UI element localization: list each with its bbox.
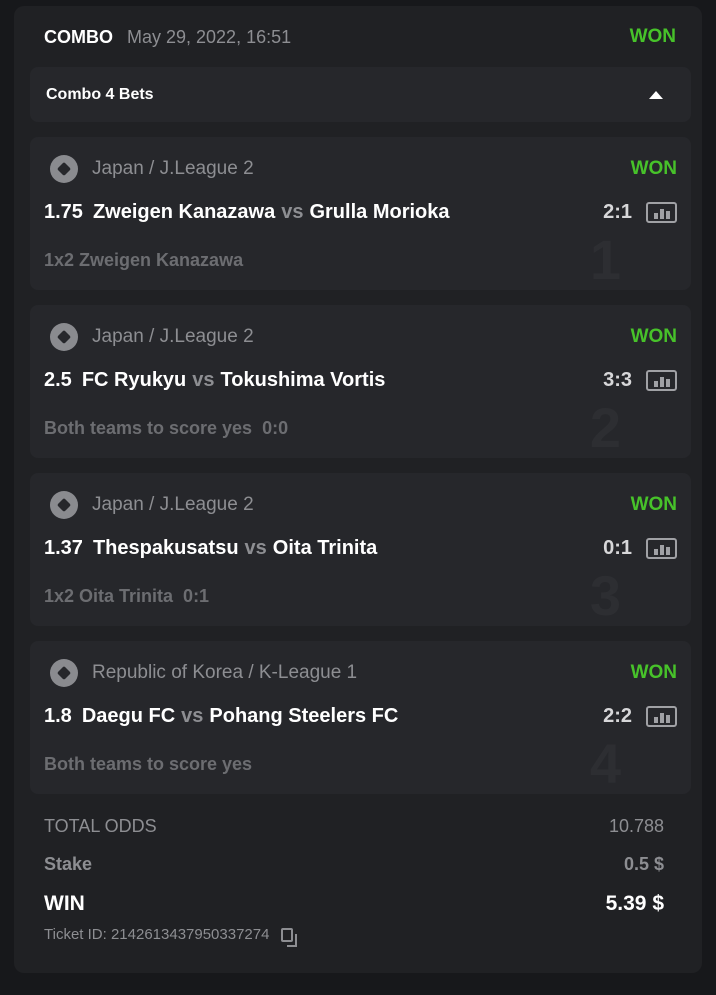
bet-odds: 1.8 <box>44 705 72 727</box>
away-team: Tokushima Vortis <box>220 369 386 391</box>
vs-label: vs <box>192 369 215 391</box>
combo-label: Combo 4 Bets <box>46 85 154 103</box>
bet-index: 1 <box>589 228 621 290</box>
league-name: Japan / J.League 2 <box>92 326 254 347</box>
win-label: WIN <box>44 892 85 915</box>
bet-item: 4 Republic of Korea / K-League 1 WON 1.8 D… <box>30 641 691 794</box>
bet-type: COMBO <box>44 26 113 47</box>
league-name: Republic of Korea / K-League 1 <box>92 662 358 683</box>
bet-index: 3 <box>589 564 621 626</box>
combo-toggle[interactable]: Combo 4 Bets <box>30 67 691 122</box>
bet-item: 3 Japan / J.League 2 WON 1.37 Thespakusats… <box>30 473 691 626</box>
match-score: 2:1 <box>603 201 632 223</box>
bet-market: 1x2 Oita Trinita 0:1 <box>44 586 210 606</box>
vs-label: vs <box>181 705 204 727</box>
stats-icon[interactable] <box>646 705 677 727</box>
bet-market: Both teams to score yes 0:0 <box>44 418 289 438</box>
win-row: WIN 5.39 $ <box>44 892 664 916</box>
soccer-ball-icon <box>50 323 78 351</box>
stake-label: Stake <box>44 854 93 874</box>
stake-value: 0.5 $ <box>623 854 664 874</box>
away-team: Oita Trinita <box>272 537 378 559</box>
total-odds-value: 10.788 <box>608 816 664 836</box>
total-odds-label: TOTAL ODDS <box>44 816 157 836</box>
total-odds-row: TOTAL ODDS 10.788 <box>44 816 664 837</box>
bet-market: 1x2 Zweigen Kanazawa <box>44 250 244 270</box>
bet-status: WON <box>630 662 677 683</box>
bet-market: Both teams to score yes <box>44 754 253 774</box>
ticket-header: COMBO May 29, 2022, 16:51 WON <box>44 22 676 52</box>
vs-label: vs <box>281 201 304 223</box>
bet-status: WON <box>630 158 677 179</box>
bet-item: 1 Japan / J.League 2 WON 1.75 Zweigen Kana… <box>30 137 691 290</box>
away-team: Grulla Morioka <box>309 201 450 223</box>
bet-status: WON <box>630 494 677 515</box>
match-score: 2:2 <box>603 705 632 727</box>
caret-up-icon[interactable] <box>649 90 663 99</box>
league-name: Japan / J.League 2 <box>92 158 254 179</box>
home-team: Daegu FC <box>81 705 176 727</box>
bet-ticket-card: COMBO May 29, 2022, 16:51 WON Combo 4 Be… <box>14 6 702 973</box>
vs-label: vs <box>244 537 267 559</box>
bet-odds: 1.75 <box>44 201 83 223</box>
stats-icon[interactable] <box>646 537 677 559</box>
match-score: 3:3 <box>603 369 632 391</box>
bet-item: 2 Japan / J.League 2 WON 2.5 FC Ryukyu vs To… <box>30 305 691 458</box>
ticket-id-row: Ticket ID: 2142613437950337274 <box>44 926 298 947</box>
bet-odds: 2.5 <box>44 369 72 391</box>
home-team: Thespakusatsu <box>92 537 239 559</box>
win-value: 5.39 $ <box>605 892 664 915</box>
bet-index: 4 <box>589 732 621 794</box>
soccer-ball-icon <box>50 155 78 183</box>
bet-odds: 1.37 <box>44 537 83 559</box>
soccer-ball-icon <box>50 659 78 687</box>
away-team: Pohang Steelers FC <box>209 705 399 727</box>
stats-icon[interactable] <box>646 201 677 223</box>
soccer-ball-icon <box>50 491 78 519</box>
bet-index: 2 <box>589 396 621 458</box>
bet-status: WON <box>630 326 677 347</box>
copy-icon[interactable] <box>281 927 298 947</box>
home-team: FC Ryukyu <box>81 369 187 391</box>
match-score: 0:1 <box>603 537 632 559</box>
league-name: Japan / J.League 2 <box>92 494 254 515</box>
stake-row: Stake 0.5 $ <box>44 854 664 875</box>
status-badge: WON <box>629 26 676 47</box>
home-team: Zweigen Kanazawa <box>92 201 276 223</box>
ticket-id: Ticket ID: 2142613437950337274 <box>44 926 270 943</box>
bet-date: May 29, 2022, 16:51 <box>127 26 292 47</box>
stats-icon[interactable] <box>646 369 677 391</box>
